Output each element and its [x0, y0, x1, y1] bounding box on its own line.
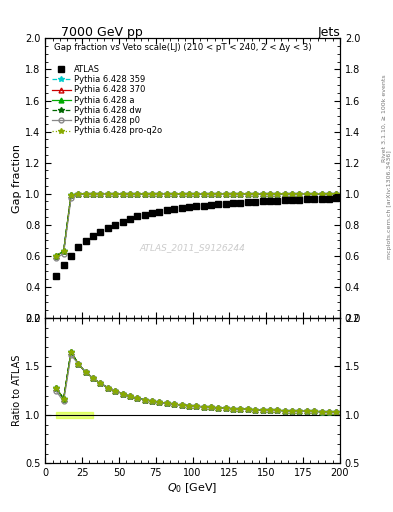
X-axis label: $Q_0$ [GeV]: $Q_0$ [GeV]: [167, 481, 218, 495]
Text: Gap fraction vs Veto scale(LJ) (210 < pT < 240, 2 < Δy < 3): Gap fraction vs Veto scale(LJ) (210 < pT…: [54, 42, 312, 52]
Text: ATLAS_2011_S9126244: ATLAS_2011_S9126244: [140, 244, 246, 252]
Text: 7000 GeV pp: 7000 GeV pp: [61, 26, 143, 38]
Y-axis label: Ratio to ATLAS: Ratio to ATLAS: [12, 355, 22, 426]
Legend: ATLAS, Pythia 6.428 359, Pythia 6.428 370, Pythia 6.428 a, Pythia 6.428 dw, Pyth: ATLAS, Pythia 6.428 359, Pythia 6.428 37…: [52, 65, 162, 136]
Y-axis label: Gap fraction: Gap fraction: [12, 144, 22, 212]
Text: Rivet 3.1.10, ≥ 100k events: Rivet 3.1.10, ≥ 100k events: [382, 74, 387, 162]
Text: mcplots.cern.ch [arXiv:1306.3436]: mcplots.cern.ch [arXiv:1306.3436]: [387, 151, 392, 259]
Text: Jets: Jets: [317, 26, 340, 38]
